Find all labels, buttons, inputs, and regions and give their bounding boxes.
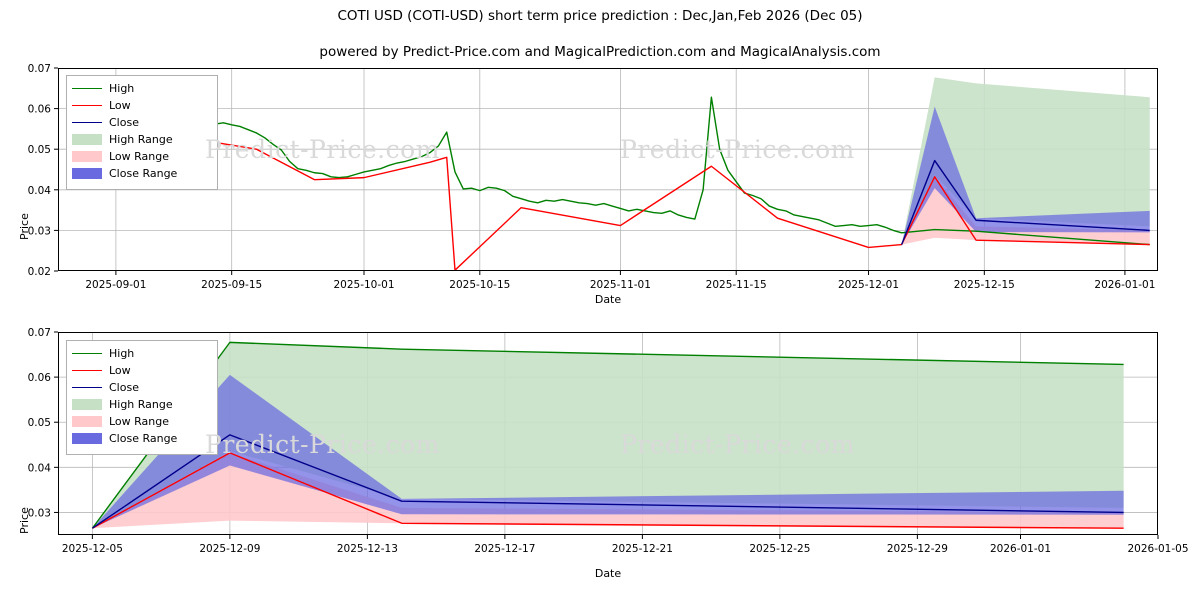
legend-item-close-2: Close bbox=[72, 379, 211, 396]
svg-text:2025-09-15: 2025-09-15 bbox=[201, 279, 262, 291]
legend-label-close: Close bbox=[109, 116, 139, 129]
legend-swatch-high bbox=[72, 83, 102, 94]
legend-label-high-2: High bbox=[109, 347, 135, 360]
svg-text:2026-01-01: 2026-01-01 bbox=[1094, 279, 1155, 291]
legend-label-low-range: Low Range bbox=[109, 150, 170, 163]
svg-text:0.07: 0.07 bbox=[28, 63, 51, 75]
legend-swatch-low-2 bbox=[72, 365, 102, 376]
svg-text:0.03: 0.03 bbox=[28, 225, 51, 237]
top-legend: High Low Close High Range Low Range Clos… bbox=[66, 75, 218, 190]
legend-label-high-range-2: High Range bbox=[109, 398, 173, 411]
legend-item-low-range-2: Low Range bbox=[72, 413, 211, 430]
legend-label-close-range: Close Range bbox=[109, 167, 178, 180]
legend-item-close-range-2: Close Range bbox=[72, 430, 211, 447]
svg-text:2025-11-15: 2025-11-15 bbox=[706, 279, 767, 291]
top-y-axis-label: Price bbox=[18, 213, 31, 240]
svg-text:0.07: 0.07 bbox=[28, 327, 51, 339]
svg-text:2025-12-09: 2025-12-09 bbox=[199, 543, 260, 555]
bottom-chart-panel: Price 0.03 0.04 0.05 0.06 0.07 2025-12-05 2025… bbox=[0, 322, 1200, 600]
legend-item-high-range: High Range bbox=[72, 131, 211, 148]
legend-item-close-range: Close Range bbox=[72, 165, 211, 182]
legend-swatch-close-range-2 bbox=[72, 433, 102, 444]
svg-text:2025-10-01: 2025-10-01 bbox=[333, 279, 394, 291]
svg-text:2025-09-01: 2025-09-01 bbox=[85, 279, 146, 291]
svg-text:2026-01-05: 2026-01-05 bbox=[1127, 543, 1188, 555]
legend-item-high: High bbox=[72, 80, 211, 97]
svg-text:0.05: 0.05 bbox=[28, 417, 51, 429]
legend-swatch-low bbox=[72, 100, 102, 111]
svg-text:2025-12-29: 2025-12-29 bbox=[887, 543, 948, 555]
legend-label-low-range-2: Low Range bbox=[109, 415, 170, 428]
svg-text:0.04: 0.04 bbox=[28, 185, 52, 197]
legend-item-close: Close bbox=[72, 114, 211, 131]
svg-text:0.04: 0.04 bbox=[28, 462, 52, 474]
svg-text:2025-12-01: 2025-12-01 bbox=[838, 279, 899, 291]
svg-text:0.06: 0.06 bbox=[28, 104, 52, 116]
legend-swatch-close-range bbox=[72, 168, 102, 179]
legend-swatch-close bbox=[72, 117, 102, 128]
bottom-plot-svg: 0.03 0.04 0.05 0.06 0.07 2025-12-05 2025-12-09… bbox=[28, 327, 1189, 555]
svg-text:0.03: 0.03 bbox=[28, 507, 51, 519]
svg-text:2026-01-01: 2026-01-01 bbox=[990, 543, 1051, 555]
svg-text:2025-10-15: 2025-10-15 bbox=[449, 279, 510, 291]
legend-swatch-close-2 bbox=[72, 382, 102, 393]
legend-label-low-2: Low bbox=[109, 364, 131, 377]
svg-text:2025-12-21: 2025-12-21 bbox=[612, 543, 673, 555]
bottom-y-axis-label: Price bbox=[18, 507, 31, 534]
svg-text:2025-12-15: 2025-12-15 bbox=[954, 279, 1015, 291]
svg-text:0.06: 0.06 bbox=[28, 372, 52, 384]
svg-text:0.02: 0.02 bbox=[28, 266, 51, 278]
top-plot-svg: 0.02 0.03 0.04 0.05 0.06 0.07 2025-09-01 2025-0… bbox=[28, 63, 1158, 291]
legend-swatch-high-range bbox=[72, 134, 102, 145]
legend-item-low: Low bbox=[72, 97, 211, 114]
bottom-plot-frame bbox=[58, 332, 1158, 535]
top-plot-frame bbox=[58, 68, 1158, 271]
svg-text:2025-12-13: 2025-12-13 bbox=[337, 543, 398, 555]
legend-label-close-range-2: Close Range bbox=[109, 432, 178, 445]
bottom-x-axis-label: Date bbox=[594, 567, 622, 580]
legend-swatch-high-2 bbox=[72, 348, 102, 359]
page-subtitle: powered by Predict-Price.com and Magical… bbox=[319, 44, 881, 60]
svg-text:2025-12-25: 2025-12-25 bbox=[749, 543, 810, 555]
legend-label-high-range: High Range bbox=[109, 133, 173, 146]
top-x-axis-label: Date bbox=[594, 293, 622, 306]
svg-text:0.05: 0.05 bbox=[28, 144, 51, 156]
legend-swatch-low-range bbox=[72, 151, 102, 162]
svg-text:2025-12-05: 2025-12-05 bbox=[62, 543, 123, 555]
svg-text:2025-12-17: 2025-12-17 bbox=[474, 543, 535, 555]
page-title: COTI USD (COTI-USD) short term price pre… bbox=[337, 8, 863, 24]
legend-item-low-2: Low bbox=[72, 362, 211, 379]
legend-item-high-2: High bbox=[72, 345, 211, 362]
legend-item-low-range: Low Range bbox=[72, 148, 211, 165]
bottom-legend: High Low Close High Range Low Range Clos… bbox=[66, 340, 218, 455]
legend-label-low: Low bbox=[109, 99, 131, 112]
top-chart-panel: Price 0.02 0.03 0.04 0.05 0.06 0.07 2025-09-01… bbox=[0, 60, 1200, 310]
legend-label-close-2: Close bbox=[109, 381, 139, 394]
svg-text:2025-11-01: 2025-11-01 bbox=[590, 279, 651, 291]
legend-swatch-low-range-2 bbox=[72, 416, 102, 427]
legend-item-high-range-2: High Range bbox=[72, 396, 211, 413]
legend-label-high: High bbox=[109, 82, 135, 95]
legend-swatch-high-range-2 bbox=[72, 399, 102, 410]
